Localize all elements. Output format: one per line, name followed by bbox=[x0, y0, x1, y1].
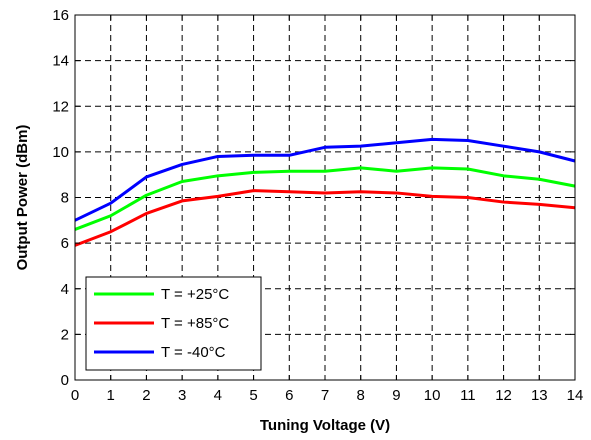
y-tick-label: 6 bbox=[61, 235, 69, 252]
x-tick-label: 12 bbox=[495, 387, 512, 404]
x-tick-label: 0 bbox=[71, 387, 79, 404]
axes bbox=[74, 14, 576, 381]
x-tick-label: 1 bbox=[107, 387, 115, 404]
series-layer bbox=[74, 137, 576, 247]
x-tick-label: 6 bbox=[285, 387, 293, 404]
x-tick-label: 13 bbox=[531, 387, 548, 404]
y-axis-title: Output Power (dBm) bbox=[14, 125, 31, 271]
y-tick-label: 14 bbox=[52, 53, 69, 70]
x-tick-label: 11 bbox=[460, 387, 476, 404]
y-tick-label: 4 bbox=[61, 281, 69, 298]
x-tick-label: 8 bbox=[357, 387, 365, 404]
x-tick-label: 14 bbox=[567, 387, 584, 404]
series-line-0 bbox=[74, 166, 576, 231]
y-tick-label: 0 bbox=[61, 372, 69, 389]
series-line-1 bbox=[74, 189, 576, 247]
y-tick-label: 2 bbox=[61, 326, 69, 343]
y-tick-label: 12 bbox=[52, 98, 69, 115]
legend-label-2: T = -40°C bbox=[161, 344, 226, 361]
x-tick-label: 2 bbox=[142, 387, 150, 404]
y-tick-label: 8 bbox=[61, 190, 69, 207]
legend-label-1: T = +85°C bbox=[161, 315, 229, 332]
x-tick-label: 4 bbox=[214, 387, 222, 404]
x-tick-label: 3 bbox=[178, 387, 186, 404]
x-axis-title: Tuning Voltage (V) bbox=[260, 417, 390, 434]
x-tick-label: 5 bbox=[249, 387, 257, 404]
series-line-2 bbox=[74, 137, 576, 222]
x-tick-label: 7 bbox=[321, 387, 329, 404]
legend-label-0: T = +25°C bbox=[161, 286, 229, 303]
y-tick-label: 16 bbox=[52, 7, 69, 24]
x-tick-label: 9 bbox=[392, 387, 400, 404]
y-tick-label: 10 bbox=[52, 144, 69, 161]
legend: T = +25°C T = +85°C T = -40°C bbox=[85, 276, 262, 371]
x-tick-label: 10 bbox=[424, 387, 441, 404]
